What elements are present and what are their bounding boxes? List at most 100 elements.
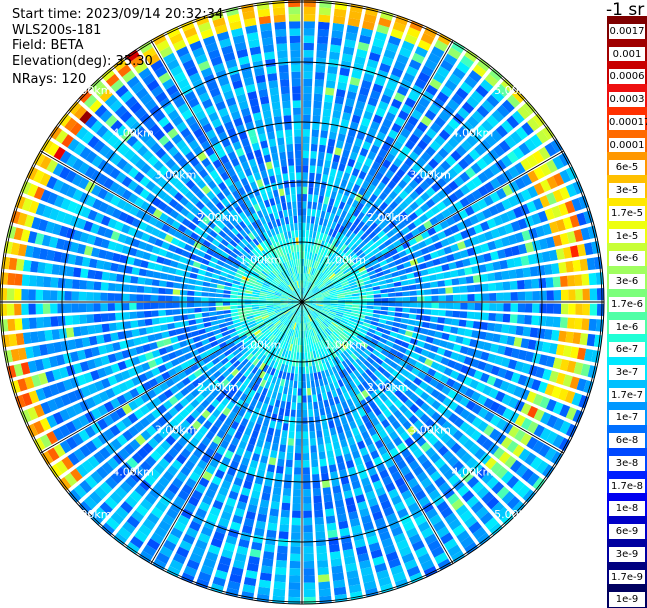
ray-bin (581, 274, 589, 286)
ray-bin (266, 206, 272, 214)
ray-bin (295, 366, 298, 373)
ray-bin (271, 391, 277, 399)
ray-bin (302, 237, 305, 244)
ray-bin (72, 291, 79, 300)
ray-bin (413, 327, 421, 333)
ray-bin (281, 510, 290, 518)
ray-bin (282, 495, 290, 503)
ray-bin (303, 86, 312, 93)
ray-bin (158, 310, 166, 316)
ray-bin (321, 415, 327, 423)
ray-bin (299, 367, 302, 374)
ray-bin (279, 408, 285, 416)
ray-bin (423, 283, 431, 289)
ray-bin (373, 290, 381, 294)
ray-bin (381, 298, 388, 302)
ray-bin (331, 206, 337, 214)
ray-bin (303, 453, 309, 460)
ray-bin (416, 284, 424, 290)
ray-bin (291, 525, 300, 532)
ray-bin (115, 303, 122, 311)
ray-bin (87, 325, 95, 334)
ray-bin (79, 292, 86, 301)
ray-bin (510, 281, 518, 290)
ray-bin (260, 572, 272, 581)
ray-bin (334, 177, 341, 185)
ray-bin (108, 303, 115, 311)
ray-bin (302, 244, 304, 251)
ray-bin (294, 475, 301, 482)
ray-bin (516, 326, 524, 336)
ray-bin (296, 417, 301, 424)
ray-bin (36, 276, 44, 287)
ray-bin (303, 460, 310, 467)
ray-bin (307, 216, 311, 223)
ray-bin (311, 380, 315, 388)
ray-bin (274, 14, 286, 22)
ray-bin (546, 277, 554, 288)
ray-bin (276, 130, 284, 138)
ray-bin (288, 387, 293, 395)
ray-bin (539, 303, 546, 313)
ray-bin (590, 288, 598, 300)
ray-bin (276, 553, 287, 561)
ray-bin (547, 303, 554, 313)
ray-bin (261, 565, 273, 574)
ray-bin (489, 293, 496, 301)
ray-bin (303, 151, 309, 158)
ray-bin (291, 230, 295, 237)
ray-bin (293, 489, 301, 496)
ray-bin (289, 173, 295, 181)
ray-bin (460, 294, 467, 301)
ray-bin (311, 216, 315, 224)
ray-bin (488, 283, 496, 291)
ray-bin (16, 259, 25, 271)
ray-bin (331, 37, 342, 46)
ray-bin (295, 453, 301, 460)
ray-bin (436, 324, 444, 331)
ray-bin (287, 365, 291, 373)
ray-bin (318, 152, 325, 160)
ray-bin (328, 537, 339, 545)
ray-bin (331, 30, 343, 39)
ray-bin (326, 516, 336, 524)
ray-bin (467, 285, 475, 292)
ray-bin (260, 140, 268, 149)
ray-bin (408, 279, 416, 285)
ray-bin (313, 101, 321, 109)
ray-bin (328, 457, 336, 465)
ray-bin (325, 406, 331, 414)
ray-bin (193, 261, 201, 268)
ray-bin (338, 300, 345, 302)
ray-bin (580, 333, 589, 345)
ray-bin (518, 292, 525, 301)
ray-bin (307, 201, 311, 208)
ray-bin (317, 560, 328, 568)
ray-bin (217, 285, 225, 290)
ray-bin (279, 531, 289, 539)
ray-bin (303, 64, 313, 71)
ray-bin (284, 474, 292, 482)
ray-bin (282, 203, 287, 211)
ray-bin (298, 374, 301, 381)
ray-bin (9, 258, 18, 271)
ray-bin (203, 317, 211, 322)
ray-bin (553, 317, 561, 328)
ray-bin (391, 327, 399, 333)
ray-bin (182, 271, 190, 277)
ray-bin (459, 320, 467, 327)
ray-bin (260, 455, 268, 464)
ray-bin (443, 325, 451, 332)
ray-bin (311, 238, 315, 246)
ray-bin (406, 325, 414, 331)
ray-bin (396, 264, 404, 270)
ray-bin (275, 567, 286, 575)
ray-bin (333, 154, 340, 162)
ray-bin (310, 373, 314, 381)
ray-bin (305, 252, 307, 259)
ray-bin (315, 65, 325, 73)
ray-bin (323, 487, 332, 495)
ray-bin (487, 323, 495, 332)
ray-bin (401, 318, 409, 323)
ray-bin (267, 168, 274, 176)
